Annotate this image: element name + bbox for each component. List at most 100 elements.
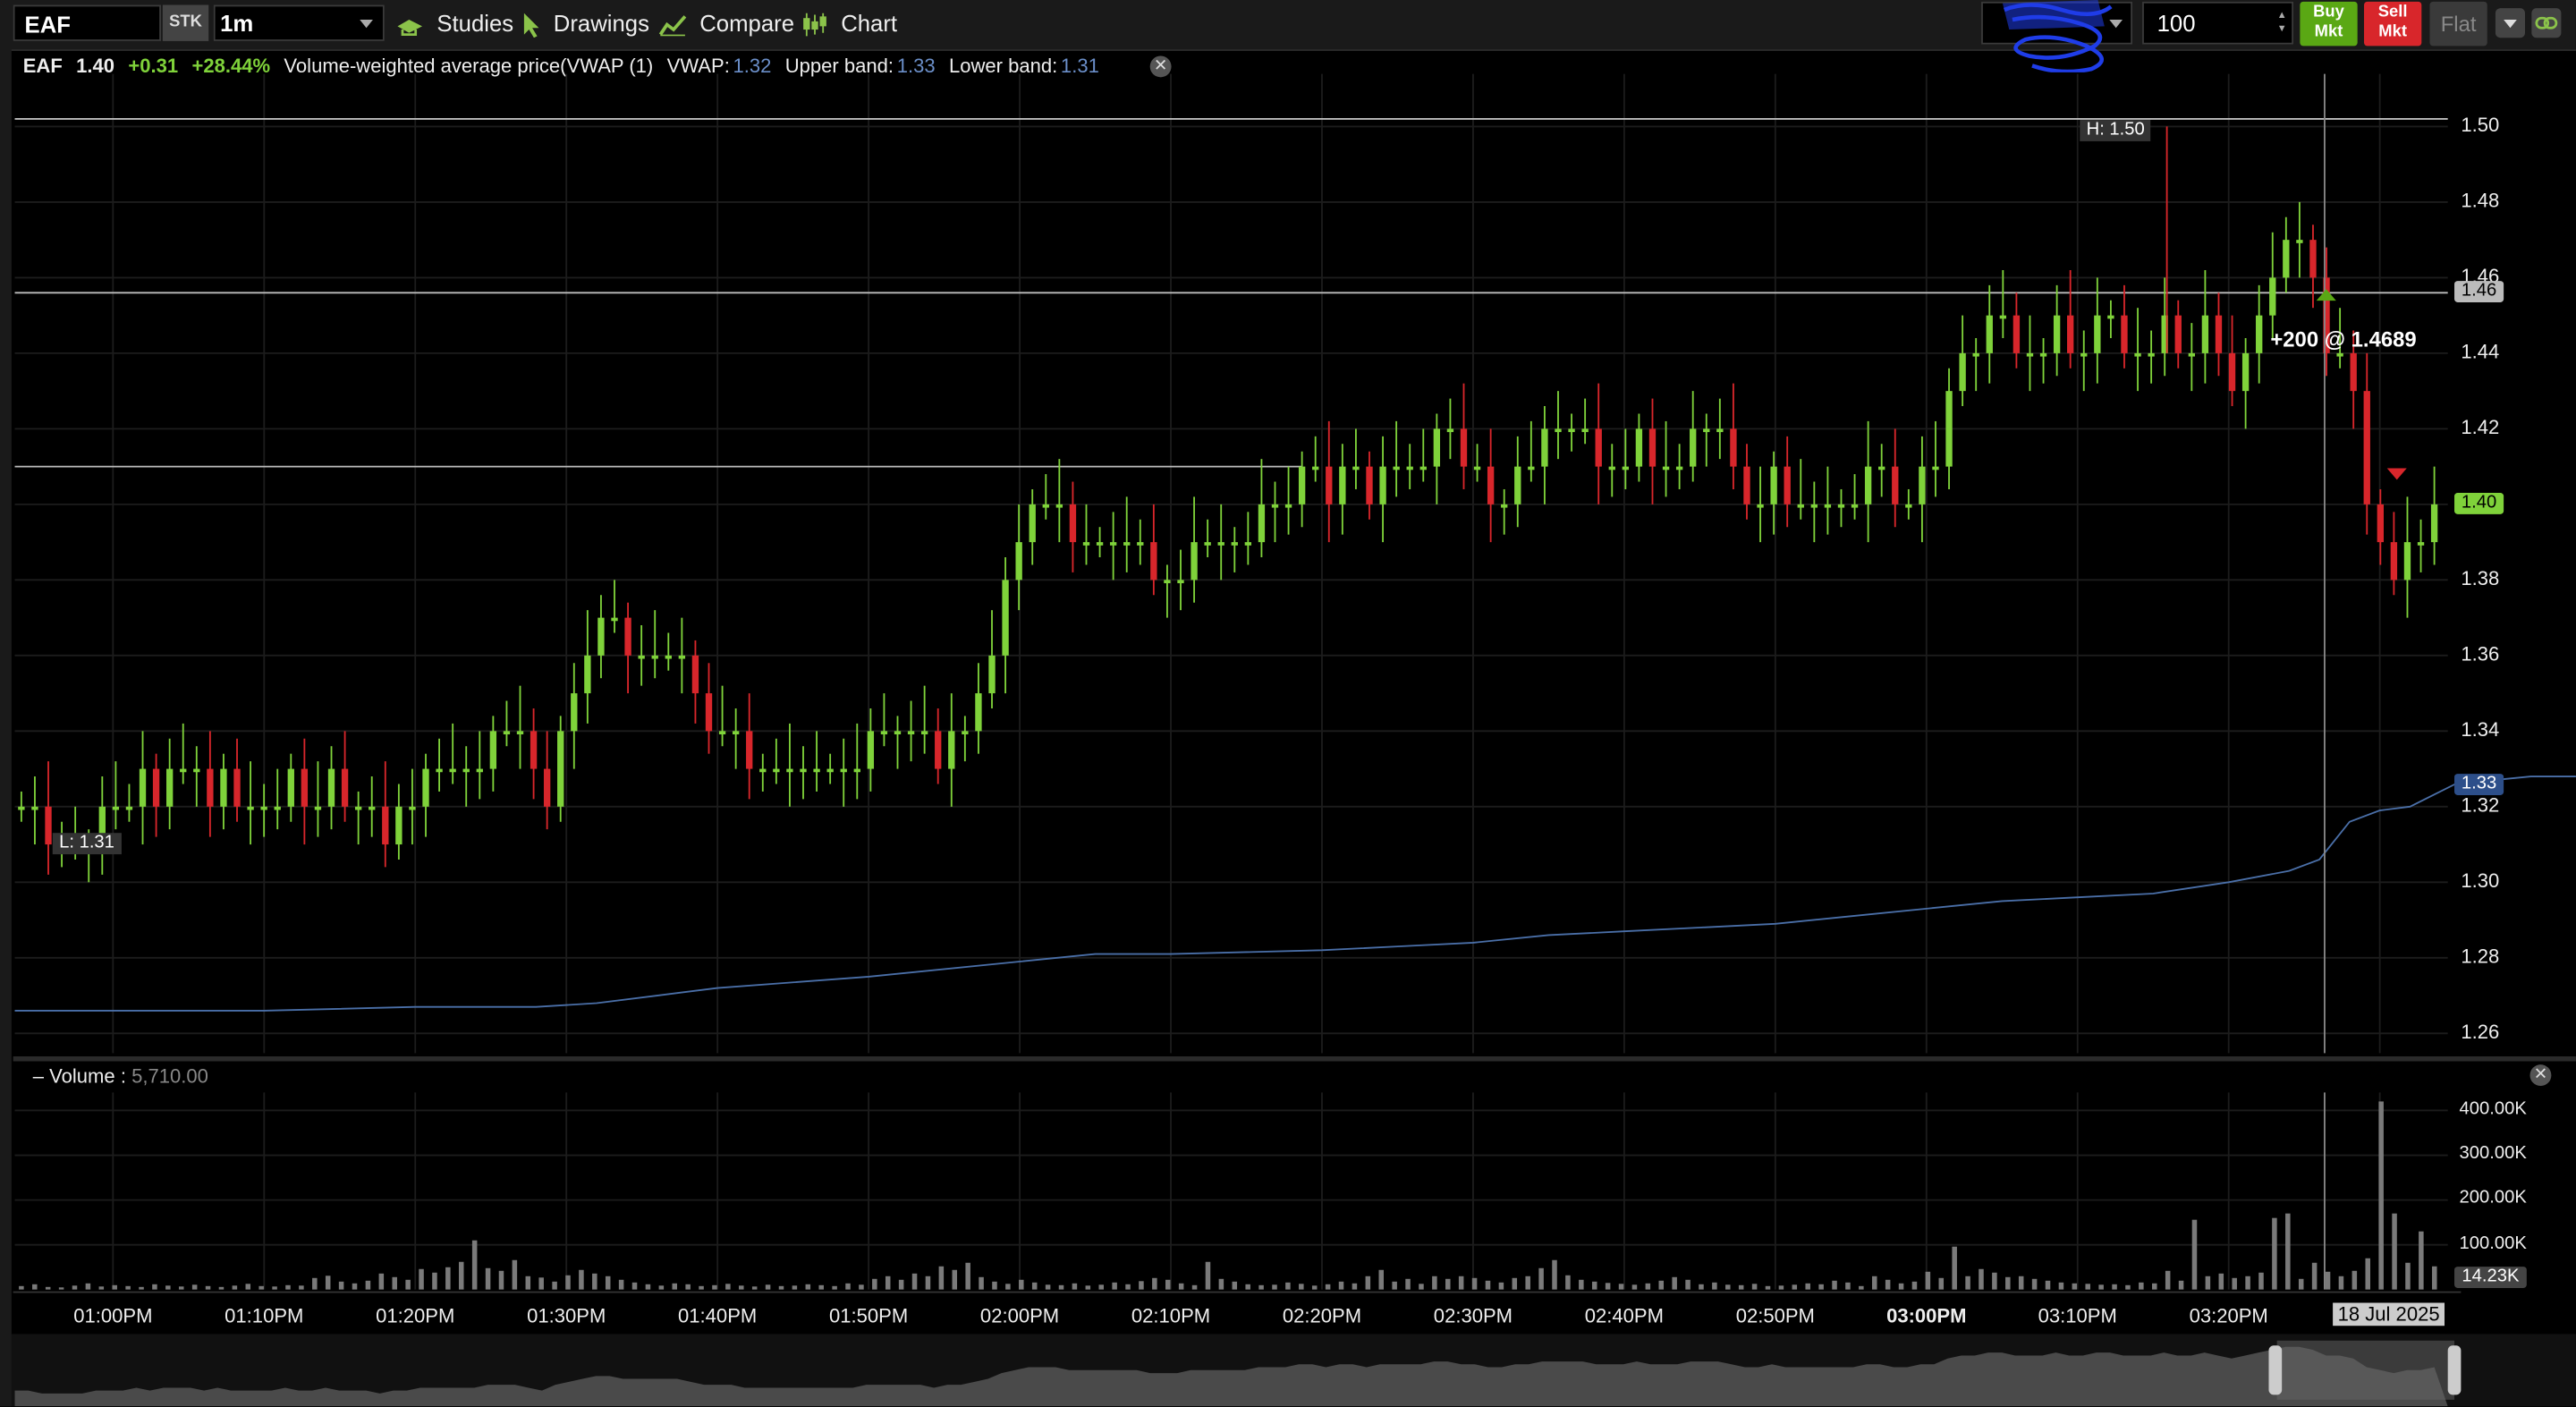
remove-study-icon[interactable]: ✕ [1149,55,1172,78]
link-button[interactable] [2531,8,2562,38]
candle-body [2350,352,2357,392]
candle-body [867,731,875,769]
candle-body [962,731,969,735]
close-volume-icon[interactable]: ✕ [2529,1064,2552,1087]
volume-bar [2285,1213,2291,1290]
collapse-icon[interactable]: – [32,1064,45,1088]
candle-body [746,731,753,769]
candle-body [813,768,820,773]
candle-body [287,768,294,807]
candle-body [1878,466,1885,470]
volume-bar [1525,1276,1530,1290]
y-tick-label: 1.30 [2461,869,2500,893]
candle-body [665,655,672,659]
left-edge [0,49,12,1407]
menu-dropdown-button[interactable] [2495,8,2526,38]
buy-label-1: Buy [2313,3,2344,21]
buy-market-button[interactable]: Buy Mkt [2300,1,2358,47]
candle-body [530,731,538,769]
legend-vwap-label: VWAP: [666,54,730,78]
x-tick-label: 02:00PM [979,1304,1060,1328]
volume-bar [1085,1285,1091,1290]
candle-body [2309,240,2317,278]
volume-bar [2325,1271,2331,1290]
legend-lower-label: Lower band: [948,54,1058,78]
volume-bar [1165,1279,1171,1290]
y-tick-label: 1.28 [2461,945,2500,968]
drawings-button[interactable]: Drawings [521,6,649,39]
volume-bar [1898,1283,1904,1290]
volume-bar [125,1285,131,1290]
candle-body [1608,466,1615,470]
volume-bar [1805,1283,1810,1290]
candle-body [1284,504,1292,508]
volume-bar [2045,1280,2051,1290]
volume-bar [485,1267,491,1290]
candle-body [2377,504,2385,543]
volume-bar [952,1269,958,1290]
panel-divider[interactable] [13,1055,2576,1062]
volume-bar [2392,1213,2397,1290]
candle-body [1959,352,1966,392]
candle-body [2215,315,2223,353]
chart-type-button[interactable]: Chart [801,6,897,39]
price-line-tag: 1.46 [2454,281,2504,302]
quantity-input[interactable]: 100 ▲ ▼ [2142,1,2294,45]
candle-body [2390,542,2398,581]
flat-button[interactable]: Flat [2429,1,2487,47]
step-up-icon[interactable]: ▲ [2276,11,2287,21]
candle-body [301,768,309,807]
volume-bar [2378,1101,2384,1290]
candle-body [2026,352,2034,357]
compare-button[interactable]: Compare [658,6,794,39]
candle-body [557,731,564,807]
navigator-bar[interactable] [0,1334,2576,1407]
candle-body [152,768,160,807]
volume-bar [471,1240,478,1290]
price-chart[interactable] [0,0,2576,1060]
volume-bar [2085,1284,2090,1290]
symbol-input[interactable]: EAF [13,4,161,41]
volume-label: Volume [49,1064,115,1088]
volume-bar [2152,1283,2157,1290]
volume-bar [1845,1282,1851,1290]
candle-body [1770,466,1777,504]
order-type-select[interactable] [1981,0,2133,72]
navigator-left-handle[interactable] [2268,1345,2283,1395]
timeframe-select[interactable]: 1m [213,4,385,41]
sell-market-button[interactable]: Sell Mkt [2364,1,2422,47]
candle-body [611,617,618,622]
volume-bar [165,1285,171,1290]
volume-bar [1552,1259,1557,1290]
volume-bar [419,1268,424,1290]
toolbar: EAF STK 1m Studies Drawings Compare Char… [0,0,2576,72]
volume-chart[interactable] [0,1060,2576,1290]
last-price-tag: 1.40 [2454,493,2504,514]
candle-body [1082,542,1090,546]
navigator-right-handle[interactable] [2447,1345,2462,1395]
volume-bar [139,1286,144,1290]
volume-bar [845,1283,851,1290]
volume-bar [1311,1285,1318,1290]
step-down-icon[interactable]: ▼ [2276,24,2287,35]
volume-bar [1952,1246,1957,1290]
volume-bar [1672,1276,1677,1290]
navigator-overview [14,1340,2455,1407]
y-tick-label: 1.26 [2461,1020,2500,1044]
studies-label: Studies [436,10,514,37]
chevron-down-icon [2109,20,2123,29]
volume-bar [1178,1283,1184,1290]
volume-bar [19,1285,24,1290]
volume-bar [1019,1279,1024,1290]
volume-bar [1579,1279,1584,1290]
candle-body [2174,315,2182,353]
studies-button[interactable]: Studies [396,6,513,39]
volume-bar [2112,1284,2117,1290]
candle-body [1662,466,1670,470]
volume-bar [872,1278,877,1290]
legend-upper-value: 1.33 [896,54,936,78]
volume-bar [1885,1279,1891,1290]
candle-body [139,768,147,807]
volume-bar [1232,1281,1238,1290]
quantity-stepper[interactable]: ▲ ▼ [2277,10,2287,36]
